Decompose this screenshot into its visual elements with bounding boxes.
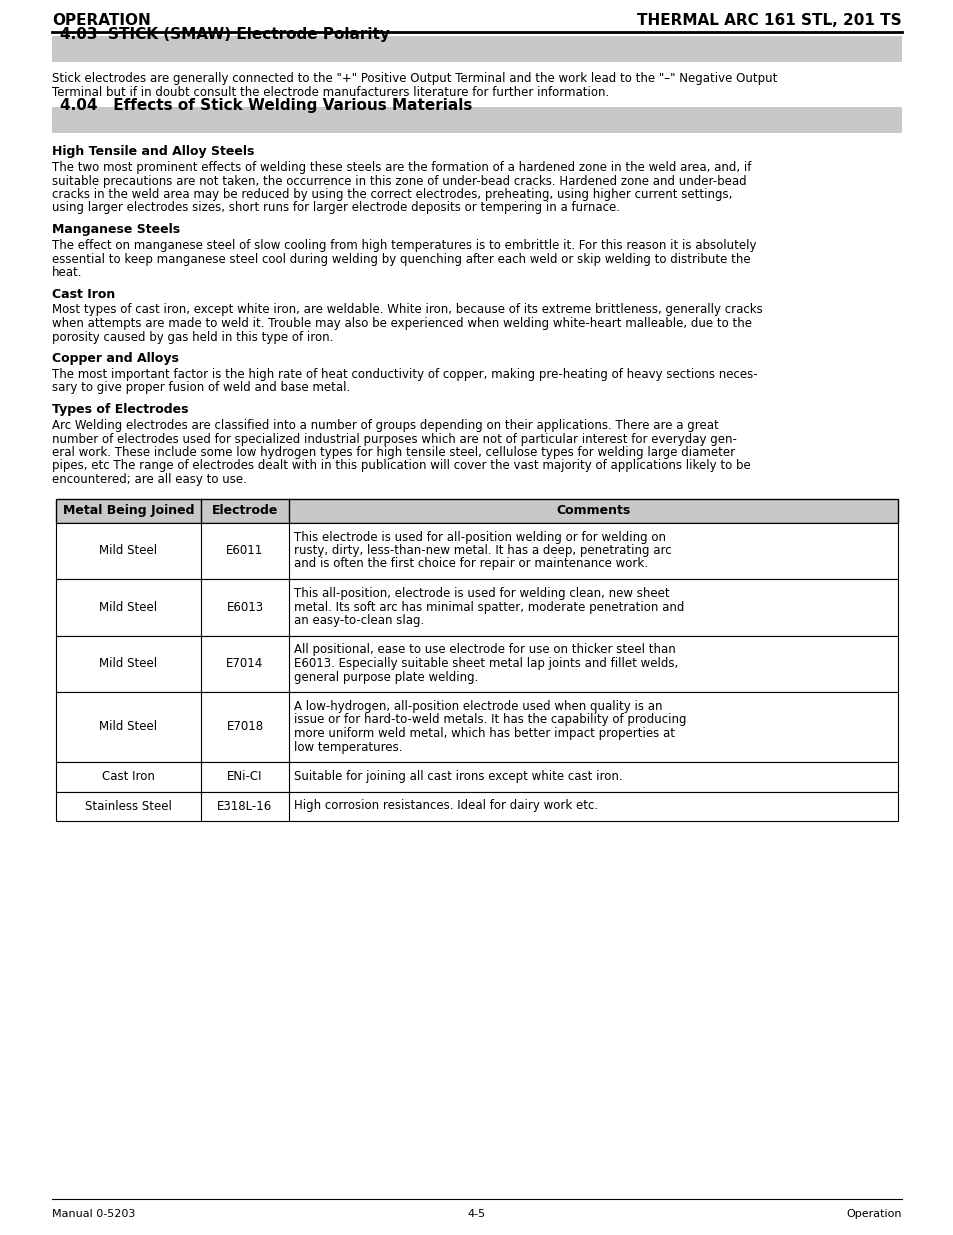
Bar [56,792,897,821]
Text: Terminal but if in doubt consult the electrode manufacturers literature for furt: Terminal but if in doubt consult the ele… [52,85,609,99]
Text: Types of Electrodes: Types of Electrodes [52,403,189,416]
Text: pipes, etc The range of electrodes dealt with in this publication will cover the: pipes, etc The range of electrodes dealt… [52,459,750,473]
Text: Copper and Alloys: Copper and Alloys [52,352,179,366]
Bar [52,36,901,62]
Text: The most important factor is the high rate of heat conductivity of copper, makin: The most important factor is the high ra… [52,368,757,382]
Bar [56,522,897,579]
Text: Stick electrodes are generally connected to the "+" Positive Output Terminal and: Stick electrodes are generally connected… [52,72,777,85]
Text: Manganese Steels: Manganese Steels [52,224,180,236]
Text: Mild Steel: Mild Steel [99,720,157,734]
Text: Mild Steel: Mild Steel [99,600,157,614]
Text: 4.03  STICK (SMAW) Electrode Polarity: 4.03 STICK (SMAW) Electrode Polarity [60,27,390,42]
Text: ENi-CI: ENi-CI [227,771,262,783]
Text: encountered; are all easy to use.: encountered; are all easy to use. [52,473,247,487]
Text: an easy-to-clean slag.: an easy-to-clean slag. [294,614,424,627]
Text: issue or for hard-to-weld metals. It has the capability of producing: issue or for hard-to-weld metals. It has… [294,714,686,726]
Text: cracks in the weld area may be reduced by using the correct electrodes, preheati: cracks in the weld area may be reduced b… [52,188,732,201]
Text: 4-5: 4-5 [468,1209,485,1219]
Bar [52,107,901,133]
Text: number of electrodes used for specialized industrial purposes which are not of p: number of electrodes used for specialize… [52,432,736,446]
Text: Comments: Comments [556,504,630,517]
Text: The effect on manganese steel of slow cooling from high temperatures is to embri: The effect on manganese steel of slow co… [52,240,756,252]
Text: Metal Being Joined: Metal Being Joined [63,504,194,517]
Text: suitable precautions are not taken, the occurrence in this zone of under-bead cr: suitable precautions are not taken, the … [52,174,746,188]
Text: heat.: heat. [52,266,82,279]
Text: using larger electrodes sizes, short runs for larger electrode deposits or tempe: using larger electrodes sizes, short run… [52,201,619,215]
Text: porosity caused by gas held in this type of iron.: porosity caused by gas held in this type… [52,331,333,343]
Text: Electrode: Electrode [212,504,278,517]
Text: Mild Steel: Mild Steel [99,657,157,671]
Text: All positional, ease to use electrode for use on thicker steel than: All positional, ease to use electrode fo… [294,643,675,657]
Text: sary to give proper fusion of weld and base metal.: sary to give proper fusion of weld and b… [52,382,350,394]
Text: Stainless Steel: Stainless Steel [85,800,172,813]
Text: eral work. These include some low hydrogen types for high tensile steel, cellulo: eral work. These include some low hydrog… [52,446,735,459]
Text: E318L-16: E318L-16 [217,800,273,813]
Text: Suitable for joining all cast irons except white cast iron.: Suitable for joining all cast irons exce… [294,769,622,783]
Text: essential to keep manganese steel cool during welding by quenching after each we: essential to keep manganese steel cool d… [52,252,750,266]
Text: This all-position, electrode is used for welding clean, new sheet: This all-position, electrode is used for… [294,587,669,600]
Text: High Tensile and Alloy Steels: High Tensile and Alloy Steels [52,144,254,158]
Text: and is often the first choice for repair or maintenance work.: and is often the first choice for repair… [294,557,647,571]
Text: Most types of cast iron, except white iron, are weldable. White iron, because of: Most types of cast iron, except white ir… [52,304,762,316]
Text: A low-hydrogen, all-position electrode used when quality is an: A low-hydrogen, all-position electrode u… [294,700,661,713]
Bar [56,762,897,792]
Text: more uniform weld metal, which has better impact properties at: more uniform weld metal, which has bette… [294,727,675,740]
Bar [56,499,897,522]
Text: Cast Iron: Cast Iron [102,771,154,783]
Text: when attempts are made to weld it. Trouble may also be experienced when welding : when attempts are made to weld it. Troub… [52,317,751,330]
Text: Manual 0-5203: Manual 0-5203 [52,1209,135,1219]
Bar [56,579,897,636]
Text: E6011: E6011 [226,545,263,557]
Text: High corrosion resistances. Ideal for dairy work etc.: High corrosion resistances. Ideal for da… [294,799,598,813]
Text: general purpose plate welding.: general purpose plate welding. [294,671,477,683]
Bar [56,692,897,762]
Text: THERMAL ARC 161 STL, 201 TS: THERMAL ARC 161 STL, 201 TS [637,14,901,28]
Text: The two most prominent effects of welding these steels are the formation of a ha: The two most prominent effects of weldin… [52,161,751,174]
Text: This electrode is used for all-position welding or for welding on: This electrode is used for all-position … [294,531,665,543]
Text: E7014: E7014 [226,657,263,671]
Bar [56,636,897,692]
Text: OPERATION: OPERATION [52,14,151,28]
Text: Mild Steel: Mild Steel [99,545,157,557]
Text: 4.04   Effects of Stick Welding Various Materials: 4.04 Effects of Stick Welding Various Ma… [60,98,472,112]
Text: Cast Iron: Cast Iron [52,288,115,300]
Text: Arc Welding electrodes are classified into a number of groups depending on their: Arc Welding electrodes are classified in… [52,419,718,432]
Text: Operation: Operation [845,1209,901,1219]
Text: low temperatures.: low temperatures. [294,741,402,753]
Text: rusty, dirty, less-than-new metal. It has a deep, penetrating arc: rusty, dirty, less-than-new metal. It ha… [294,543,671,557]
Text: metal. Its soft arc has minimal spatter, moderate penetration and: metal. Its soft arc has minimal spatter,… [294,600,683,614]
Text: E6013. Especially suitable sheet metal lap joints and fillet welds,: E6013. Especially suitable sheet metal l… [294,657,678,671]
Text: E7018: E7018 [226,720,263,734]
Text: E6013: E6013 [226,600,263,614]
